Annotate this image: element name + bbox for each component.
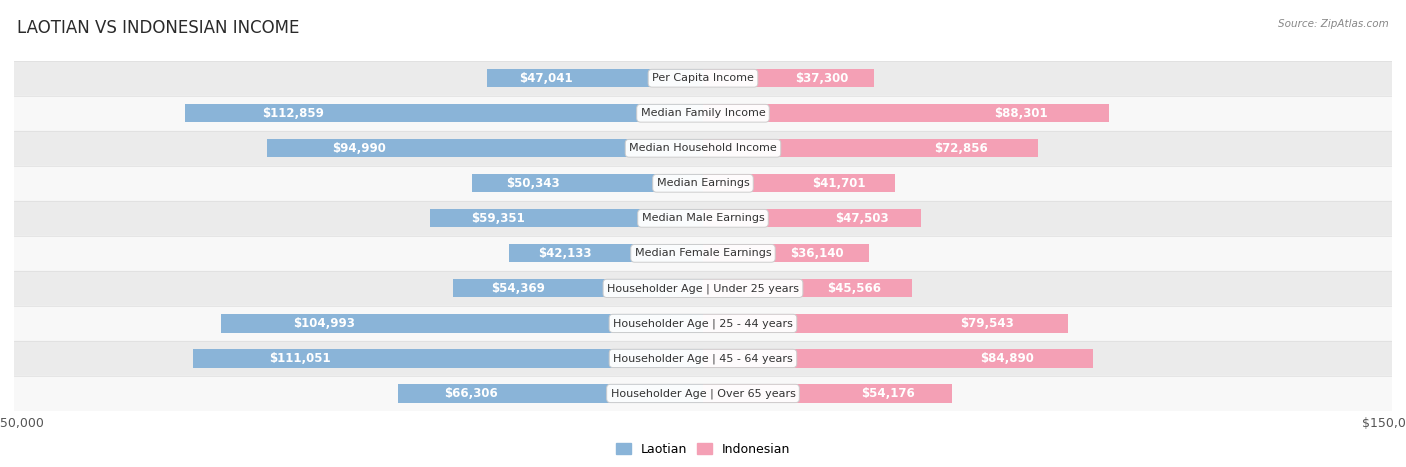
Text: $59,351: $59,351 [471, 212, 524, 225]
Text: $84,890: $84,890 [980, 352, 1035, 365]
Text: $88,301: $88,301 [994, 107, 1047, 120]
Text: Median Household Income: Median Household Income [628, 143, 778, 153]
Bar [703, 349, 1092, 368]
Bar [14, 131, 1392, 166]
Bar [14, 236, 1392, 271]
Bar [14, 61, 1392, 96]
Text: $36,140: $36,140 [790, 247, 844, 260]
Text: Median Male Earnings: Median Male Earnings [641, 213, 765, 223]
Text: Median Family Income: Median Family Income [641, 108, 765, 118]
Bar [472, 174, 703, 192]
Bar [703, 244, 869, 262]
Bar [703, 69, 875, 87]
Text: Median Female Earnings: Median Female Earnings [634, 248, 772, 258]
Bar [14, 341, 1392, 376]
Bar [267, 139, 703, 157]
Bar [703, 279, 912, 297]
Bar [703, 314, 1069, 333]
Bar [703, 384, 952, 403]
Text: $54,369: $54,369 [491, 282, 544, 295]
Bar [703, 209, 921, 227]
Text: $47,503: $47,503 [835, 212, 889, 225]
Bar [453, 279, 703, 297]
Text: Householder Age | Over 65 years: Householder Age | Over 65 years [610, 388, 796, 399]
Text: Median Earnings: Median Earnings [657, 178, 749, 188]
Text: Source: ZipAtlas.com: Source: ZipAtlas.com [1278, 19, 1389, 28]
Bar [703, 174, 894, 192]
Bar [486, 69, 703, 87]
Text: $72,856: $72,856 [934, 142, 987, 155]
Text: $104,993: $104,993 [292, 317, 354, 330]
Text: Householder Age | 45 - 64 years: Householder Age | 45 - 64 years [613, 353, 793, 364]
Bar [14, 271, 1392, 306]
Bar [14, 376, 1392, 411]
Bar [509, 244, 703, 262]
Bar [398, 384, 703, 403]
Text: $37,300: $37,300 [796, 72, 849, 85]
Text: Per Capita Income: Per Capita Income [652, 73, 754, 83]
Bar [14, 96, 1392, 131]
Text: $94,990: $94,990 [332, 142, 387, 155]
Bar [703, 104, 1108, 122]
Text: Householder Age | 25 - 44 years: Householder Age | 25 - 44 years [613, 318, 793, 329]
Legend: Laotian, Indonesian: Laotian, Indonesian [610, 438, 796, 461]
Text: $79,543: $79,543 [960, 317, 1014, 330]
Bar [184, 104, 703, 122]
Text: $42,133: $42,133 [538, 247, 592, 260]
Text: $50,343: $50,343 [506, 177, 560, 190]
Bar [221, 314, 703, 333]
Text: $47,041: $47,041 [519, 72, 574, 85]
Bar [430, 209, 703, 227]
Text: $66,306: $66,306 [444, 387, 498, 400]
Text: $111,051: $111,051 [270, 352, 330, 365]
Text: $41,701: $41,701 [813, 177, 866, 190]
Text: Householder Age | Under 25 years: Householder Age | Under 25 years [607, 283, 799, 294]
Bar [193, 349, 703, 368]
Bar [14, 306, 1392, 341]
Text: $45,566: $45,566 [827, 282, 882, 295]
Text: LAOTIAN VS INDONESIAN INCOME: LAOTIAN VS INDONESIAN INCOME [17, 19, 299, 37]
Text: $112,859: $112,859 [263, 107, 325, 120]
Bar [14, 201, 1392, 236]
Text: $54,176: $54,176 [860, 387, 914, 400]
Bar [703, 139, 1038, 157]
Bar [14, 166, 1392, 201]
